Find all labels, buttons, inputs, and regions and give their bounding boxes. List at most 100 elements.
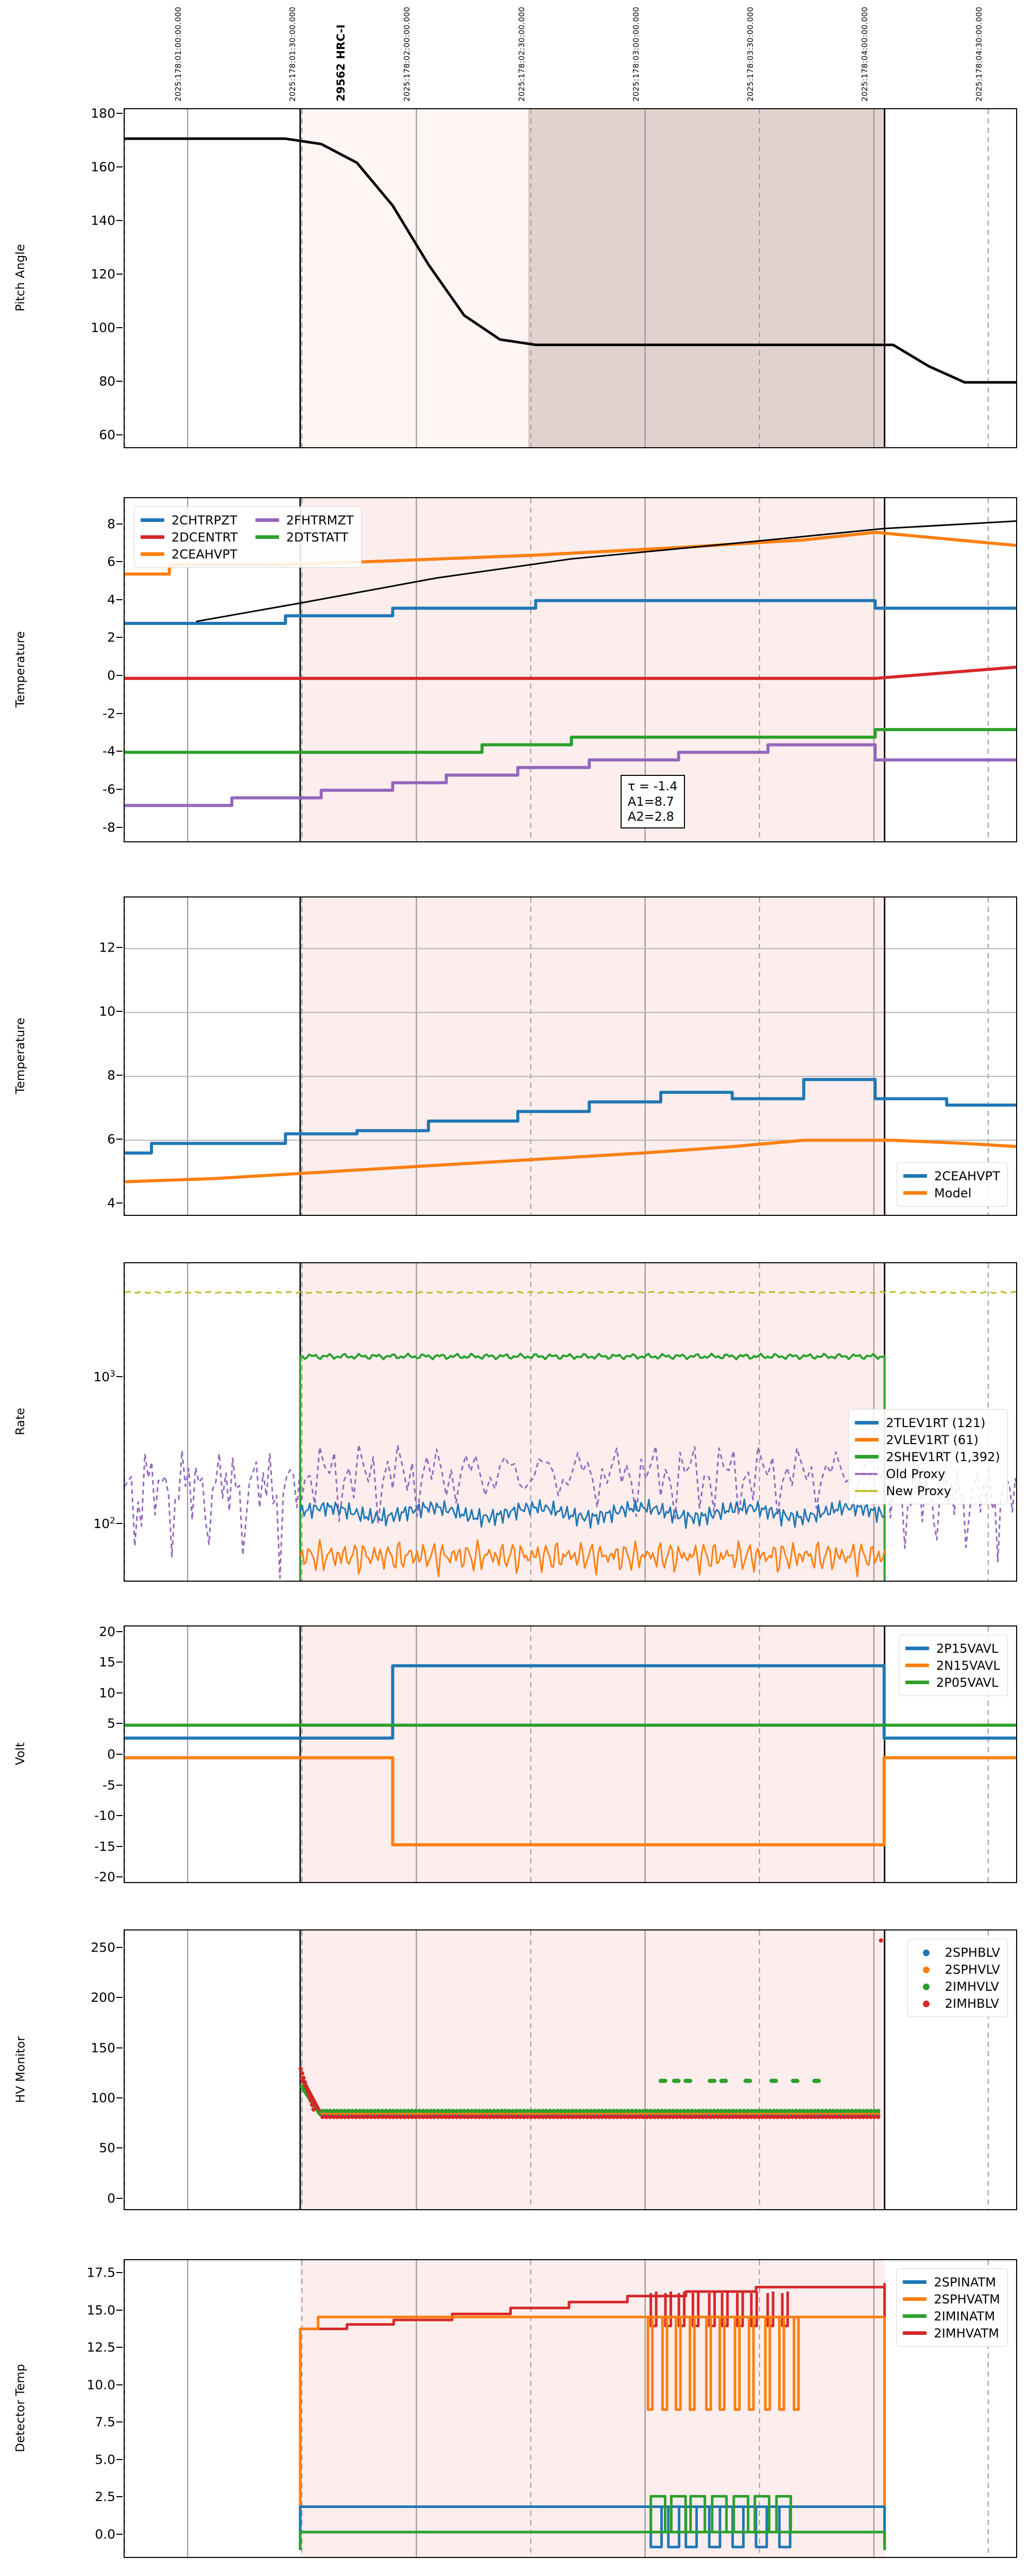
plot-frame: 2TLEV1RT (121) 2VLEV1RT (61) 2SHEV1RT (1,3… [124,1262,1017,1582]
y-tick-mark [116,2496,123,2498]
y-tick-mark [116,1845,123,1847]
y-tick-label: -2 [102,706,115,721]
y-tick-label: 103 [93,1368,115,1384]
top-tick-label: 2025:178:02:00:00.000 [402,7,412,101]
legend-label: 2IMHBLV [945,1996,1000,2011]
legend-item[interactable]: 2IMHBLV [914,1995,1000,2012]
top-tick-label: 2025:178:02:30:00.000 [517,7,526,101]
legend-label: 2N15VAVL [936,1658,1000,1673]
y-tick-mark [116,1815,123,1817]
legend-label: 2P15VAVL [936,1641,999,1656]
y-tick-label: 140 [91,213,115,228]
legend-item[interactable]: 2IMHVATM [903,2325,1000,2342]
y-tick-mark [116,1754,123,1755]
legend-temperature-multi[interactable]: 2CHTRPZT 2DCENTRT 2CEAHVPT 2FHTRMZT 2DTSTATT [134,506,362,568]
y-tick-mark [116,327,123,329]
legend-item[interactable]: 2SPHVATM [903,2291,1000,2308]
legend-item[interactable]: 2DCENTRT [141,529,238,546]
legend-label: 2P05VAVL [936,1675,999,1690]
legend-column: 2TLEV1RT (121) 2VLEV1RT (61) 2SHEV1RT (1,3… [855,1414,1000,1499]
legend-dot-marker [914,1949,938,1956]
legend-color-swatch [855,1421,879,1425]
legend-item[interactable]: Model [903,1184,1000,1201]
legend-label: 2DTSTATT [286,530,349,545]
legend-item[interactable]: New Proxy [855,1482,1000,1499]
plot-frame [124,108,1017,448]
legend-label: 2SPINATM [934,2275,997,2290]
y-axis-hv-monitor: 0 50 100 150 200 250 HV Monitor [0,1929,124,2210]
legend-item[interactable]: 2VLEV1RT (61) [855,1431,1000,1448]
legend-ceahvpt-model[interactable]: 2CEAHVPT Model [896,1162,1008,1207]
y-tick-mark [116,561,123,563]
legend-color-swatch [141,552,164,556]
y-tick-label: 102 [93,1515,115,1531]
legend-item[interactable]: 2CHTRPZT [141,512,238,529]
y-tick-label: 250 [91,1940,115,1955]
legend-item[interactable]: 2TLEV1RT (121) [855,1414,1000,1431]
y-tick-mark [116,788,123,790]
observation-shading [300,897,885,1215]
legend-hv-monitor[interactable]: 2SPHBLV 2SPHVLV 2IMHVLV 2IMHBLV [907,1939,1008,2017]
legend-item[interactable]: 2SPHVLV [914,1961,1000,1978]
y-tick-label: 180 [91,106,115,121]
y-tick-mark [116,2272,123,2274]
y-tick-mark [116,637,123,638]
y-tick-label: 50 [99,2140,115,2156]
legend-item[interactable]: 2CEAHVPT [141,546,238,563]
legend-color-swatch [903,2280,927,2284]
y-tick-label: -6 [102,782,115,797]
y-tick-mark [116,113,123,114]
y-tick-mark [116,274,123,275]
y-tick-mark [116,1631,123,1632]
y-tick-label: -15 [94,1839,115,1854]
legend-item[interactable]: 2N15VAVL [905,1657,1000,1674]
y-tick-label: -5 [102,1777,115,1793]
legend-color-swatch [255,535,279,539]
legend-column: 2SPINATM 2SPHVATM 2IMINATM 2IMHVATM [903,2274,1000,2342]
legend-item[interactable]: 2FHTRMZT [255,512,354,529]
legend-item[interactable]: 2SHEV1RT (1,392) [855,1448,1000,1465]
panel-rate: 2TLEV1RT (121) 2VLEV1RT (61) 2SHEV1RT (1,3… [124,1262,1017,1582]
legend-item[interactable]: 2SPINATM [903,2274,1000,2291]
legend-item[interactable]: 2P15VAVL [905,1640,1000,1657]
legend-color-swatch [855,1455,879,1459]
y-tick-label: 0 [107,2191,115,2206]
y-tick-label: 100 [91,2090,115,2106]
legend-color-swatch [903,1174,927,1178]
legend-item[interactable]: 2DTSTATT [255,529,354,546]
top-tick-label: 2025:178:04:30:00.000 [974,7,984,101]
legend-color-swatch [903,2297,927,2301]
legend-detector-temp[interactable]: 2SPINATM 2SPHVATM 2IMINATM 2IMHVATM [896,2268,1008,2347]
legend-column: 2FHTRMZT 2DTSTATT [255,512,354,563]
legend-item[interactable]: 2IMHVLV [914,1978,1000,1995]
top-tick-label: 2025:178:01:00:00.000 [174,7,183,101]
legend-item[interactable]: 2SPHBLV [914,1944,1000,1961]
y-tick-mark [116,220,123,222]
y-tick-label: 2 [107,630,115,645]
plot-area [125,1626,1016,1882]
y-axis-pitch: 60 80 100 120 140 160 180 Pitch Angle [0,106,124,448]
legend-item[interactable]: 2CEAHVPT [903,1167,1000,1184]
y-axis-label: Detector Temp [14,2364,27,2452]
y-tick-label: 12.5 [87,2340,115,2355]
legend-dot-marker [914,1966,938,1973]
y-tick-label: 4 [107,592,115,607]
y-tick-mark [116,434,123,436]
legend-item[interactable]: 2P05VAVL [905,1674,1000,1691]
legend-label: 2FHTRMZT [286,513,354,528]
legend-rate[interactable]: 2TLEV1RT (121) 2VLEV1RT (61) 2SHEV1RT (1,3… [848,1409,1008,1505]
legend-dot-marker [914,1983,938,1990]
legend-item[interactable]: 2IMINATM [903,2308,1000,2325]
y-tick-label: 0 [107,1747,115,1762]
y-tick-mark [116,2097,123,2098]
y-tick-mark [116,2197,123,2199]
legend-volt[interactable]: 2P15VAVL 2N15VAVL 2P05VAVL [898,1635,1008,1696]
legend-color-swatch [855,1438,879,1442]
legend-item[interactable]: Old Proxy [855,1465,1000,1482]
y-tick-label: 120 [91,266,115,282]
legend-color-swatch [141,535,164,539]
y-tick-mark [116,1202,123,1204]
y-tick-mark [116,1784,123,1786]
legend-label: 2TLEV1RT (121) [886,1415,986,1430]
y-axis-volt: -20 -15 -10 -5 0 5 10 15 20 Volt [0,1624,124,1885]
